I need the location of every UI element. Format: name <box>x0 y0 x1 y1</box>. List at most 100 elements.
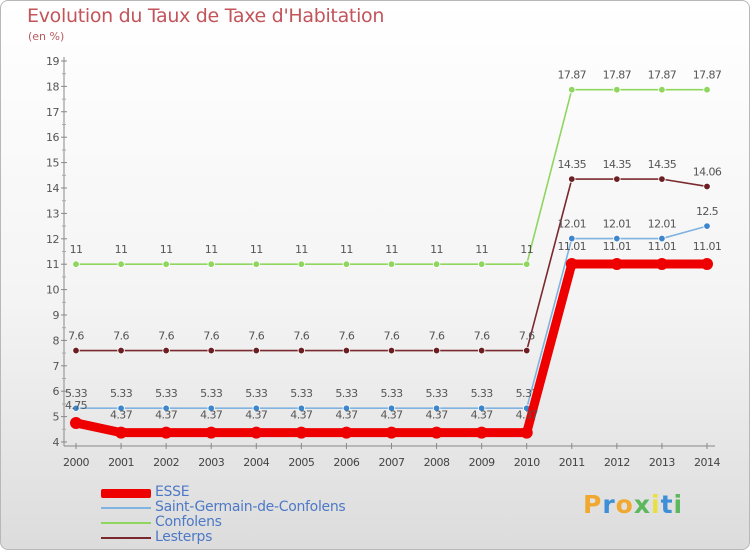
data-point-esse <box>115 426 128 439</box>
data-point-saint-germain-de-confolens <box>252 404 260 412</box>
data-point-lesterps <box>162 346 170 355</box>
data-point-lesterps <box>477 346 486 355</box>
data-point-lesterps <box>568 175 576 183</box>
x-tick-label: 2000 <box>63 456 89 469</box>
data-point-confolens <box>387 260 396 268</box>
data-point-confolens <box>432 260 441 268</box>
x-tick-label: 2010 <box>514 456 540 469</box>
x-tick-label: 2007 <box>379 456 405 469</box>
data-point-esse <box>250 426 263 439</box>
data-label-esse: 4.37 <box>245 409 268 422</box>
data-label-esse: 4.37 <box>290 409 313 422</box>
data-label-lesterps: 7.6 <box>429 330 445 343</box>
data-label-esse: 11.01 <box>693 240 722 253</box>
data-label-esse: 4.37 <box>426 409 449 422</box>
data-point-esse <box>340 426 353 439</box>
legend-label-confolens: Confolens <box>155 514 222 530</box>
logo-letter: t <box>660 490 674 519</box>
data-label-confolens: 11 <box>70 243 83 256</box>
data-label-esse: 4.37 <box>200 409 223 422</box>
data-label-lesterps: 7.6 <box>113 330 129 343</box>
data-point-lesterps <box>252 346 260 355</box>
logo-letter: r <box>602 490 616 519</box>
data-label-esse: 4.37 <box>516 409 539 422</box>
data-point-esse <box>430 426 443 439</box>
data-label-saint-germain-de-confolens: 5.33 <box>155 387 178 400</box>
proxiti-logo: Proxiti <box>583 490 683 519</box>
data-point-confolens <box>297 260 306 268</box>
legend-swatch-confolens <box>101 522 151 524</box>
data-point-saint-germain-de-confolens <box>432 404 441 412</box>
data-point-saint-germain-de-confolens <box>477 404 486 412</box>
logo-letter: P <box>583 490 603 519</box>
data-point-lesterps <box>117 346 125 355</box>
data-label-saint-germain-de-confolens: 5.33 <box>245 387 268 400</box>
data-point-confolens <box>162 260 170 268</box>
data-point-saint-germain-de-confolens <box>342 404 351 412</box>
data-label-lesterps: 7.6 <box>68 330 84 343</box>
data-point-confolens <box>703 86 711 94</box>
y-tick-label: 9 <box>53 309 60 322</box>
data-label-lesterps: 7.6 <box>203 330 219 343</box>
data-point-esse <box>475 426 488 439</box>
data-label-confolens: 11 <box>430 243 443 256</box>
data-point-confolens <box>523 260 531 268</box>
data-label-lesterps: 7.6 <box>294 330 310 343</box>
data-point-esse <box>520 426 533 439</box>
x-tick-label: 2009 <box>469 456 495 469</box>
data-label-confolens: 11 <box>385 243 398 256</box>
x-tick-label: 2013 <box>649 456 675 469</box>
data-label-saint-germain-de-confolens: 5.33 <box>471 387 494 400</box>
data-point-saint-germain-de-confolens <box>658 234 666 243</box>
x-tick-label: 2006 <box>333 456 359 469</box>
data-point-lesterps <box>523 346 531 355</box>
data-label-esse: 11.01 <box>603 240 632 253</box>
data-label-saint-germain-de-confolens: 5.33 <box>335 387 358 400</box>
data-point-esse <box>70 416 82 429</box>
legend-swatch-saint-germain <box>101 507 151 509</box>
data-label-confolens: 17.87 <box>693 69 722 82</box>
data-label-lesterps: 7.6 <box>158 330 174 343</box>
data-label-lesterps: 14.35 <box>558 158 587 171</box>
data-point-confolens <box>207 260 215 268</box>
data-point-saint-germain-de-confolens <box>72 404 80 412</box>
x-tick-label: 2012 <box>604 456 630 469</box>
data-point-saint-germain-de-confolens <box>613 234 621 243</box>
data-point-confolens <box>117 260 125 268</box>
x-tick-label: 2002 <box>153 456 179 469</box>
x-tick-label: 2001 <box>108 456 134 469</box>
y-tick-label: 12 <box>46 233 59 246</box>
data-label-saint-germain-de-confolens: 5.33 <box>426 387 449 400</box>
data-label-confolens: 17.87 <box>603 69 632 82</box>
data-label-saint-germain-de-confolens: 12.01 <box>603 218 632 231</box>
data-point-saint-germain-de-confolens <box>703 222 711 230</box>
y-tick-label: 10 <box>46 284 59 297</box>
data-label-esse: 4.37 <box>110 409 133 422</box>
data-label-saint-germain-de-confolens: 5.33 <box>200 387 223 400</box>
x-tick-label: 2004 <box>243 456 269 469</box>
data-label-lesterps: 7.6 <box>248 330 264 343</box>
logo-letter: i <box>651 490 661 519</box>
data-point-confolens <box>72 260 80 268</box>
data-label-confolens: 11 <box>295 243 308 256</box>
data-label-confolens: 17.87 <box>648 69 677 82</box>
data-label-esse: 4.37 <box>335 409 358 422</box>
data-point-esse <box>565 257 578 270</box>
data-point-lesterps <box>72 346 80 355</box>
data-point-saint-germain-de-confolens <box>297 404 306 412</box>
x-tick-label: 2003 <box>198 456 224 469</box>
y-tick-label: 19 <box>46 55 59 68</box>
x-tick-label: 2014 <box>694 456 720 469</box>
y-tick-label: 18 <box>46 80 59 93</box>
data-label-lesterps: 7.6 <box>339 330 355 343</box>
legend-label-saint-germain: Saint-Germain-de-Confolens <box>155 499 346 515</box>
data-label-saint-germain-de-confolens: 12.5 <box>696 205 719 218</box>
data-point-confolens <box>658 86 666 94</box>
data-point-saint-germain-de-confolens <box>387 404 396 412</box>
chart-subtitle: (en %) <box>28 30 65 43</box>
y-tick-label: 16 <box>46 131 59 144</box>
data-label-esse: 4.37 <box>380 409 403 422</box>
data-point-saint-germain-de-confolens <box>117 404 125 412</box>
